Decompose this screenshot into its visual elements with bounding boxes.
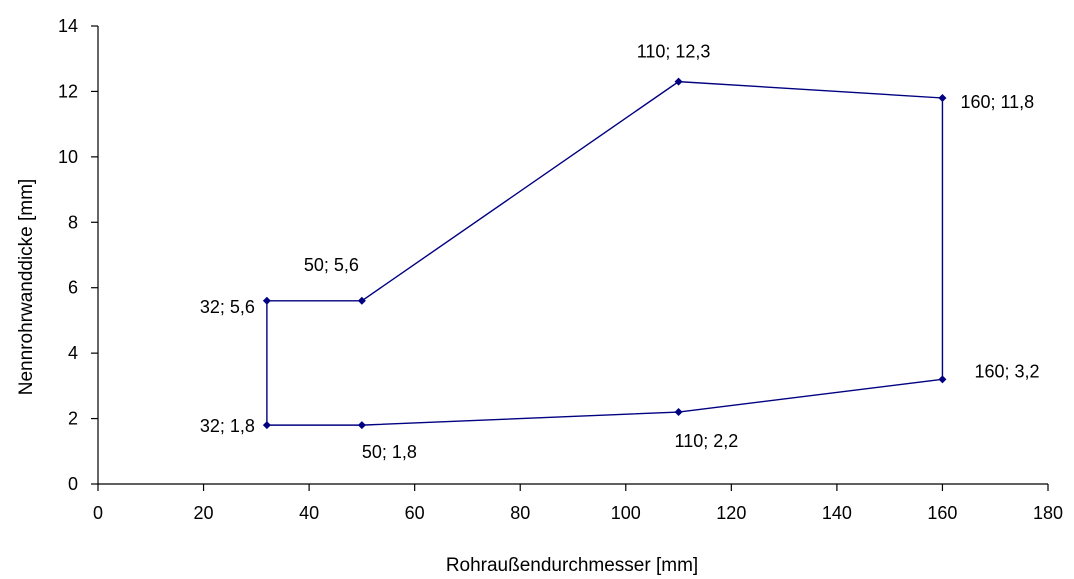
markers <box>262 77 947 430</box>
data-label: 160; 3,2 <box>974 361 1039 381</box>
x-axis-title: Rohraußendurchmesser [mm] <box>446 555 698 576</box>
y-tick-label: 6 <box>68 278 78 298</box>
y-axis-title: Nennrohrwanddicke [mm] <box>16 179 37 395</box>
data-label: 160; 11,8 <box>960 92 1034 112</box>
data-point <box>938 375 947 384</box>
data-label: 110; 12,3 <box>637 42 711 62</box>
axes <box>97 26 1048 485</box>
x-tick-label: 60 <box>405 503 425 523</box>
data-label: 110; 2,2 <box>675 431 739 451</box>
data-point <box>357 296 366 305</box>
x-tick-label: 120 <box>716 503 746 523</box>
data-label: 32; 1,8 <box>200 416 255 436</box>
y-axis-ticks: 0 2 4 6 8 10 12 14 <box>58 16 98 494</box>
y-tick-label: 8 <box>68 212 78 232</box>
series-line <box>266 80 944 426</box>
data-label: 50; 5,6 <box>304 255 359 275</box>
y-tick-label: 4 <box>68 343 78 363</box>
data-point <box>357 421 366 430</box>
data-label: 32; 5,6 <box>200 297 255 317</box>
x-tick-label: 160 <box>927 503 957 523</box>
series <box>266 80 944 426</box>
x-tick-label: 140 <box>822 503 852 523</box>
data-label: 50; 1,8 <box>362 442 417 462</box>
y-tick-label: 2 <box>68 409 78 429</box>
data-point <box>262 421 271 430</box>
y-tick-label: 14 <box>58 16 78 36</box>
data-labels: 32; 1,8 50; 1,8 110; 2,2 160; 3,2 160; 11,8 1… <box>200 42 1040 463</box>
data-point <box>938 93 947 102</box>
x-tick-label: 20 <box>194 503 214 523</box>
x-tick-label: 100 <box>611 503 641 523</box>
x-tick-label: 180 <box>1033 503 1063 523</box>
y-tick-label: 10 <box>58 147 78 167</box>
x-axis-ticks: 0 20 40 60 80 100 120 140 160 180 <box>93 484 1063 523</box>
x-tick-label: 0 <box>93 503 103 523</box>
y-tick-label: 0 <box>68 474 78 494</box>
data-point <box>674 408 683 417</box>
y-tick-label: 12 <box>58 81 78 101</box>
x-tick-label: 80 <box>510 503 530 523</box>
data-point <box>262 296 271 305</box>
data-point <box>674 77 683 86</box>
x-tick-label: 40 <box>299 503 319 523</box>
